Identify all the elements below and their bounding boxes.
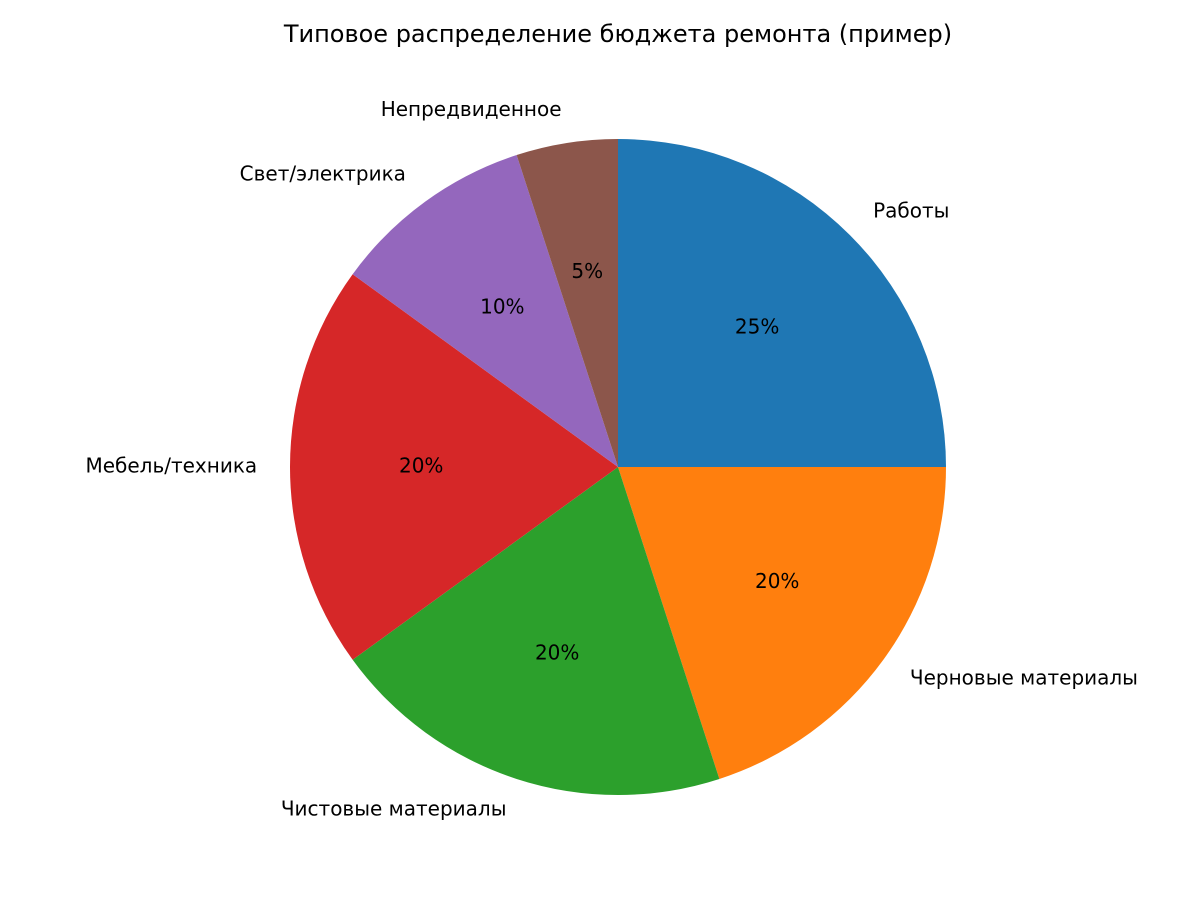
slice-label: Мебель/техника bbox=[85, 454, 257, 478]
pie-slice bbox=[352, 155, 618, 467]
pie-slice bbox=[618, 467, 946, 779]
value-label: 20% bbox=[399, 454, 443, 478]
pie-slice bbox=[618, 139, 946, 467]
value-label: 10% bbox=[480, 294, 524, 318]
slice-label: Свет/электрика bbox=[240, 162, 406, 186]
value-label: 20% bbox=[535, 641, 579, 665]
pie-slice bbox=[352, 467, 720, 795]
slice-label: Работы bbox=[873, 198, 949, 222]
chart-title: Типовое распределение бюджета ремонта (п… bbox=[283, 20, 952, 48]
pie-slice bbox=[516, 139, 618, 467]
slice-label: Черновые материалы bbox=[910, 666, 1138, 690]
slice-label: Чистовые материалы bbox=[281, 797, 507, 821]
slice-label: Непредвиденное bbox=[381, 97, 562, 121]
value-label: 5% bbox=[571, 259, 603, 283]
pie-slice bbox=[289, 274, 618, 660]
value-label: 25% bbox=[735, 314, 779, 338]
value-label: 20% bbox=[755, 569, 799, 593]
